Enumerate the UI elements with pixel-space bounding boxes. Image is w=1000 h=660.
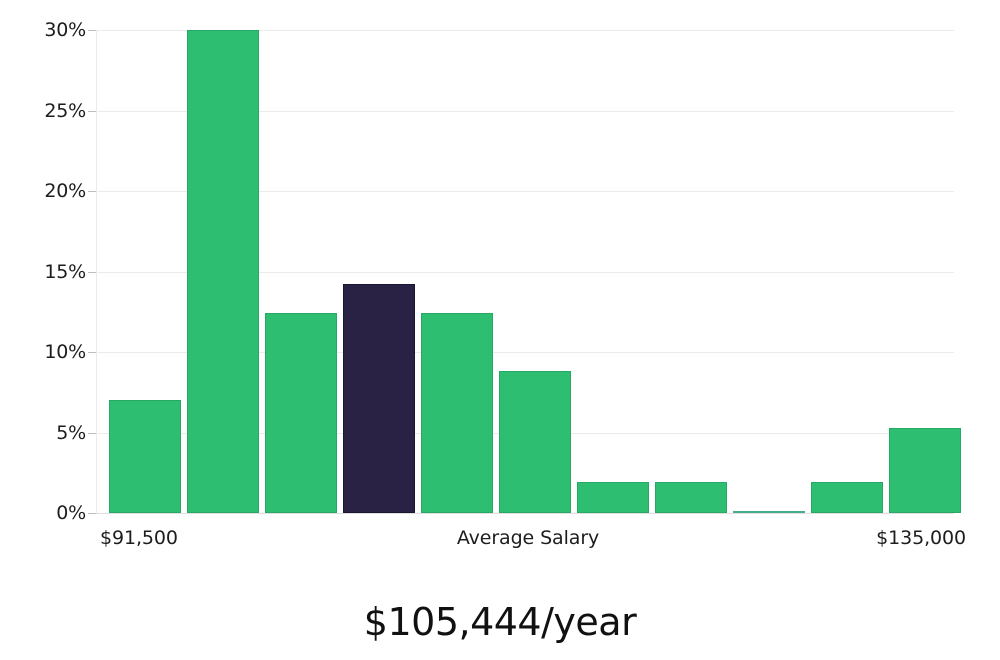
y-axis-tick-label: 5% <box>56 421 86 444</box>
y-axis-tick-label: 30% <box>44 19 86 41</box>
gridline <box>96 110 954 112</box>
y-axis-tick-label: 20% <box>44 180 86 202</box>
x-axis-title: Average Salary <box>456 527 600 549</box>
plot-area <box>88 30 961 514</box>
bar <box>733 511 805 513</box>
bar <box>421 313 493 513</box>
y-axis-tick <box>88 352 96 353</box>
gridline <box>96 271 954 273</box>
y-axis-tick <box>88 110 96 112</box>
y-axis-tick <box>88 271 96 273</box>
y-axis-tick-label: 10% <box>44 341 86 363</box>
gridline <box>96 513 954 514</box>
bar <box>577 482 649 513</box>
y-axis-tick <box>88 191 96 192</box>
bar <box>109 400 181 513</box>
bar <box>655 482 727 513</box>
x-axis: $91,500 Average Salary $135,000 <box>96 527 966 557</box>
bar <box>265 313 337 513</box>
gridline <box>96 30 954 31</box>
bar <box>811 482 883 513</box>
gridline <box>96 191 954 192</box>
bar <box>187 30 259 513</box>
bar-highlighted <box>343 284 415 513</box>
y-axis-tick-label: 0% <box>56 502 86 524</box>
y-axis-tick-label: 25% <box>44 99 86 122</box>
y-axis-tick <box>88 432 96 434</box>
x-axis-label-max: $135,000 <box>876 527 966 549</box>
gridline <box>96 352 954 353</box>
bar <box>499 371 571 513</box>
bars-layer <box>96 30 961 513</box>
y-axis-tick <box>88 30 96 31</box>
y-axis: 30% 25% 20% 15% 10% 5% 0% <box>0 19 86 524</box>
bar <box>889 427 961 513</box>
y-axis-tick-label: 15% <box>44 260 86 283</box>
x-axis-label-min: $91,500 <box>100 527 178 549</box>
average-salary-caption: $105,444/year <box>363 600 637 644</box>
y-axis-tick <box>88 513 96 514</box>
